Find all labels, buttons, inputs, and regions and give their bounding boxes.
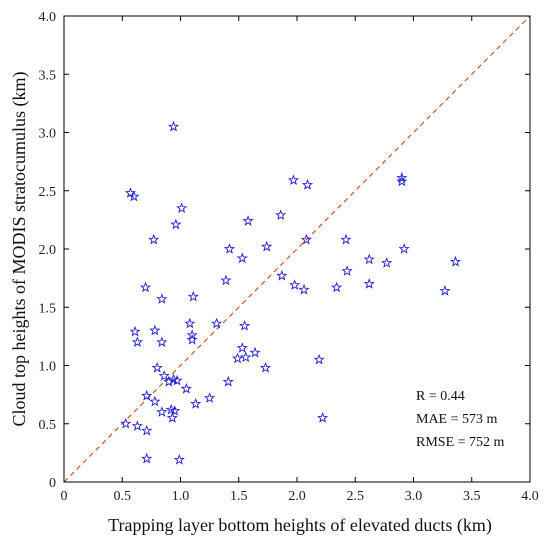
data-point-star bbox=[236, 252, 248, 264]
data-point-star bbox=[223, 243, 236, 254]
x-tick-label: 1.5 bbox=[230, 489, 248, 504]
data-point-star bbox=[186, 329, 198, 340]
data-point-star bbox=[261, 240, 273, 252]
x-tick-label: 3.5 bbox=[463, 489, 481, 504]
data-point-star bbox=[210, 317, 223, 329]
scatter-points bbox=[120, 120, 462, 465]
data-point-star bbox=[165, 403, 177, 415]
data-point-star bbox=[276, 269, 288, 281]
data-point-star bbox=[396, 172, 408, 183]
data-point-star bbox=[149, 324, 161, 336]
y-tick-label: 2.0 bbox=[39, 243, 57, 258]
data-point-star bbox=[151, 361, 163, 373]
data-point-star bbox=[148, 233, 160, 245]
y-axis-title: Cloud top heights of MODIS stratocumulus… bbox=[9, 72, 30, 427]
data-point-star bbox=[186, 333, 198, 345]
data-point-star bbox=[128, 190, 140, 202]
data-point-star bbox=[158, 370, 170, 381]
data-point-star bbox=[156, 406, 168, 417]
y-tick-label: 2.5 bbox=[39, 185, 57, 200]
data-point-star bbox=[236, 342, 248, 353]
x-axis-title: Trapping layer bottom heights of elevate… bbox=[108, 515, 492, 536]
data-point-star bbox=[141, 424, 153, 436]
data-point-star bbox=[167, 373, 180, 385]
data-point-star bbox=[187, 290, 199, 302]
data-point-star bbox=[449, 255, 462, 267]
data-point-star bbox=[173, 453, 185, 465]
data-point-star bbox=[171, 374, 183, 386]
data-point-star bbox=[129, 325, 141, 337]
stat-rmse: RMSE = 752 m bbox=[416, 435, 505, 450]
x-tick-label: 0 bbox=[61, 489, 68, 504]
stat-mae: MAE = 573 m bbox=[416, 412, 498, 427]
y-tick-label: 3.0 bbox=[39, 127, 57, 142]
data-point-star bbox=[275, 209, 287, 221]
data-point-star bbox=[120, 417, 132, 429]
data-point-star bbox=[313, 353, 325, 365]
data-point-star bbox=[156, 336, 168, 347]
stat-r: R = 0.44 bbox=[416, 389, 465, 404]
y-tick-label: 0.5 bbox=[39, 418, 57, 433]
y-tick-label: 1.5 bbox=[39, 301, 57, 316]
data-point-star bbox=[259, 361, 272, 373]
x-tick-label: 4.0 bbox=[521, 489, 539, 504]
x-tick-label: 3.0 bbox=[405, 489, 423, 504]
data-point-star bbox=[131, 420, 144, 431]
data-point-star bbox=[396, 175, 408, 187]
data-point-star bbox=[398, 243, 410, 254]
data-point-star bbox=[141, 389, 153, 401]
y-tick-label: 0 bbox=[49, 476, 56, 491]
data-point-star bbox=[222, 375, 234, 387]
data-point-star bbox=[204, 392, 216, 403]
data-point-star bbox=[163, 375, 175, 387]
x-tick-label: 2.5 bbox=[347, 489, 365, 504]
data-point-star bbox=[249, 346, 261, 358]
data-point-star bbox=[341, 265, 353, 276]
data-point-star bbox=[298, 283, 310, 295]
data-point-star bbox=[169, 405, 181, 416]
data-point-star bbox=[330, 281, 343, 293]
one-to-one-line bbox=[63, 15, 531, 483]
data-point-star bbox=[167, 120, 180, 132]
data-point-star bbox=[317, 412, 329, 423]
data-point-star bbox=[231, 352, 244, 364]
data-point-star bbox=[363, 278, 375, 289]
data-point-star bbox=[240, 351, 252, 363]
data-point-star bbox=[300, 233, 312, 245]
data-point-star bbox=[166, 412, 178, 423]
data-point-star bbox=[220, 274, 232, 286]
data-point-star bbox=[301, 179, 314, 190]
data-point-star bbox=[190, 398, 202, 409]
data-point-star bbox=[363, 253, 375, 265]
y-tick-label: 3.5 bbox=[39, 68, 57, 83]
data-point-star bbox=[381, 257, 393, 268]
data-point-star bbox=[176, 202, 188, 214]
data-point-star bbox=[131, 336, 144, 347]
y-tick-label: 4.0 bbox=[39, 10, 57, 25]
x-tick-label: 2.0 bbox=[288, 489, 306, 504]
data-point-star bbox=[156, 293, 168, 304]
data-point-star bbox=[242, 215, 254, 226]
y-tick-label: 1.0 bbox=[39, 360, 57, 375]
data-point-star bbox=[289, 279, 301, 290]
data-point-star bbox=[184, 317, 196, 329]
data-point-star bbox=[149, 395, 161, 407]
stats-annotation: R = 0.44 MAE = 573 m RMSE = 752 m bbox=[416, 389, 505, 450]
data-point-star bbox=[238, 319, 251, 331]
data-point-star bbox=[439, 285, 451, 296]
x-tick-label: 0.5 bbox=[114, 489, 132, 504]
data-point-star bbox=[287, 174, 300, 186]
axis-ticks: 0 0.5 1.0 1.5 2.0 2.5 3.0 3.5 4.0 0 0.5 1.0 1.5 2.0 2.… bbox=[39, 10, 539, 504]
data-point-star bbox=[141, 452, 153, 464]
data-point-star bbox=[340, 233, 352, 245]
data-point-star bbox=[139, 281, 152, 293]
x-tick-label: 1.0 bbox=[172, 489, 190, 504]
data-point-star bbox=[170, 218, 182, 230]
data-point-star bbox=[180, 382, 192, 394]
